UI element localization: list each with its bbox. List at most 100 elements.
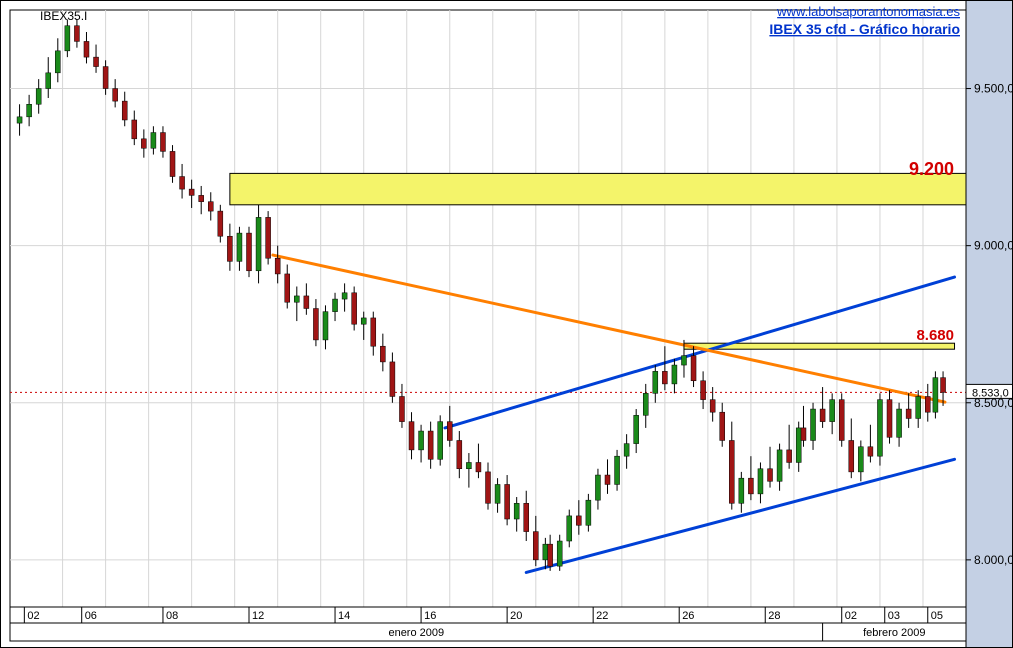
candle-body (160, 133, 165, 152)
candle-body (17, 117, 22, 123)
candle-body (390, 362, 395, 397)
candle-body (74, 26, 79, 42)
candle-body (906, 409, 911, 418)
candle-body (701, 381, 706, 400)
candle-body (811, 409, 816, 440)
candle-body (514, 503, 519, 519)
candle-body (122, 101, 127, 120)
candle-body (624, 444, 629, 457)
candle-body (720, 412, 725, 440)
last-price-label: 8.533,0 (972, 387, 1009, 399)
candle-body (672, 365, 677, 384)
candle-body (567, 516, 572, 541)
candle-body (634, 415, 639, 443)
candle-body (361, 318, 366, 324)
candle-body (839, 400, 844, 441)
candle-body (748, 478, 753, 494)
candle-body (505, 484, 510, 519)
candle-body (27, 104, 32, 117)
candle-body (55, 51, 60, 73)
xtick-label: 14 (338, 610, 350, 622)
resistance-label-1: 9.200 (909, 159, 954, 179)
xtick-label: 08 (166, 610, 178, 622)
candle-body (371, 318, 376, 346)
candle-body (36, 89, 41, 105)
candle-body (486, 472, 491, 503)
candle-body (380, 346, 385, 362)
candle-body (333, 299, 338, 312)
candle-body (151, 133, 156, 149)
candle-body (409, 422, 414, 450)
y-axis-panel (966, 0, 1013, 648)
candle-body (46, 73, 51, 89)
candle-body (925, 396, 930, 412)
candle-body (576, 516, 581, 525)
plot-border (10, 10, 966, 607)
candle-body (275, 258, 280, 274)
candle-body (777, 450, 782, 481)
candle-body (557, 541, 562, 566)
candle-body (681, 356, 686, 365)
candle-body (199, 195, 204, 201)
candle-body (342, 293, 347, 299)
candle-body (65, 26, 70, 51)
ytick-label: 9.500,0 (974, 82, 1013, 96)
candle-body (438, 422, 443, 460)
candle-body (237, 233, 242, 261)
candle-body (476, 462, 481, 471)
chart-title: IBEX 35 cfd - Gráfico horario (769, 21, 960, 37)
candle-body (533, 532, 538, 560)
candle-body (739, 478, 744, 503)
candle-body (615, 456, 620, 484)
candle-body (787, 450, 792, 463)
candle-body (352, 293, 357, 324)
candle-body (419, 431, 424, 450)
candle-body (820, 409, 825, 422)
xtick-label: 28 (768, 610, 780, 622)
candle-body (830, 400, 835, 422)
candle-body (916, 396, 921, 418)
xtick-label: 16 (424, 610, 436, 622)
candle-body (710, 400, 715, 413)
candle-body (849, 440, 854, 471)
candle-body (266, 217, 271, 258)
xtick-label: 05 (931, 610, 943, 622)
candle-body (132, 120, 137, 139)
xtick-label: 02 (845, 610, 857, 622)
candle-body (768, 469, 773, 482)
resistance-label-2: 8.680 (916, 327, 954, 344)
xtick-label: 12 (252, 610, 264, 622)
candle-body (729, 440, 734, 503)
candle-body (227, 236, 232, 261)
xtick-label: 22 (596, 610, 608, 622)
candlestick-chart: 9.500,09.000,08.500,08.000,0020608121416… (0, 0, 1013, 648)
candle-body (933, 378, 938, 413)
ytick-label: 9.000,0 (974, 239, 1013, 253)
xtick-label: 20 (510, 610, 522, 622)
candle-body (868, 447, 873, 456)
candle-body (285, 274, 290, 302)
ytick-label: 8.000,0 (974, 553, 1013, 567)
resistance-zone (230, 173, 966, 204)
candle-body (801, 428, 806, 441)
candle-body (466, 462, 471, 468)
candle-body (758, 469, 763, 494)
candle-body (256, 217, 261, 270)
candle-body (313, 309, 318, 340)
xtick-label: 26 (682, 610, 694, 622)
candle-body (662, 371, 667, 384)
candle-body (294, 296, 299, 302)
candle-body (543, 544, 548, 560)
candle-body (586, 500, 591, 525)
candle-body (595, 475, 600, 500)
candle-body (877, 400, 882, 457)
candle-body (399, 396, 404, 421)
candle-body (208, 202, 213, 211)
outer-frame (1, 1, 1013, 648)
candle-body (643, 393, 648, 415)
source-link[interactable]: www.labolsaporantonomasia.es (776, 4, 960, 19)
candle-body (524, 503, 529, 531)
candle-body (304, 296, 309, 309)
candle-body (653, 371, 658, 393)
candle-body (94, 57, 99, 66)
